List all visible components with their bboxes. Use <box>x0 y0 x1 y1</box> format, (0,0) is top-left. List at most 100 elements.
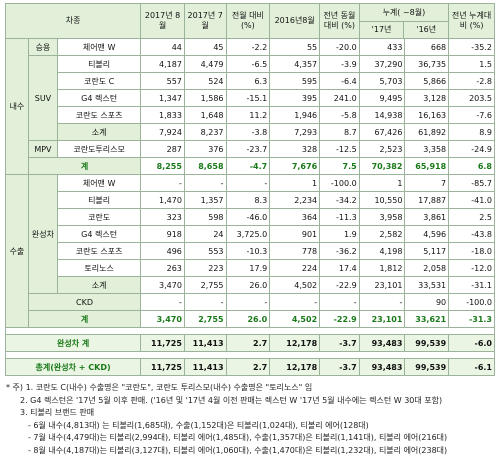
cell: 2.7 <box>225 358 271 376</box>
cell: 11,725 <box>140 358 185 376</box>
cell: 778 <box>269 242 321 260</box>
table-row: 코란도 스포츠 496 553 -10.3 778 -36.2 4,198 5,117 -18.… <box>6 242 495 260</box>
header-2017-7: 2017년 7월 <box>183 3 227 39</box>
cell: 364 <box>269 208 321 226</box>
cell: 2,582 <box>358 225 406 243</box>
cell: 67,426 <box>358 123 406 141</box>
table-row: 코란도 323 598 -46.0 364 -11.3 3,958 3,861 2.5 <box>6 208 495 226</box>
table-row: G4 렉스턴 918 24 3,725.0 901 1.9 2,582 4,596 -43.8 <box>6 225 495 243</box>
cell: 45 <box>183 38 227 56</box>
cell: -22.9 <box>319 276 360 294</box>
cell: 2,523 <box>358 140 406 158</box>
table-row: 토리노스 263 223 17.9 224 17.4 1,812 2,058 -12.0 <box>6 259 495 277</box>
cell: 3,358 <box>404 140 450 158</box>
footnotes: * 주) 1. 코란도 C(내수) 수출명은 "코란도", 코란도 투리스모(내… <box>6 382 500 457</box>
footnote-4: - 6월 내수(4,813대) 는 티볼리(1,685대), 수출(1,152대… <box>28 420 369 430</box>
table-row: 내수 승용 체어맨 W 44 45 -2.2 55 -20.0 433 668 -35.2 <box>5 38 495 175</box>
cell: 93,483 <box>358 334 406 352</box>
cell: 99,539 <box>404 334 450 352</box>
export-label: 수출 <box>5 174 29 328</box>
model-name: 티볼리 <box>56 55 142 73</box>
cell: -2.2 <box>225 38 271 56</box>
cell: 4,198 <box>358 242 406 260</box>
cell: - <box>183 293 227 311</box>
cell: 1,648 <box>183 106 227 124</box>
cell: -22.9 <box>319 310 360 328</box>
cell: 3,861 <box>404 208 450 226</box>
cell: 7,676 <box>269 157 321 175</box>
mpv-label: MPV <box>27 140 59 158</box>
grand-total-row: 총계(완성차 + CKD) 11,725 11,413 2.7 12,178 -… <box>4 358 495 376</box>
cell: 70,382 <box>358 157 406 175</box>
model-name: CKD <box>27 293 142 311</box>
spacer-row <box>5 327 495 335</box>
table-row: 티볼리 1,470 1,357 8.3 2,234 -34.2 10,550 17,887 -4… <box>6 191 495 209</box>
cell: 17.4 <box>319 259 360 277</box>
cell: 7.5 <box>319 157 360 175</box>
domestic-total-label: 계 <box>27 157 142 175</box>
export-total-row: 계 3,470 2,755 26.0 4,502 -22.9 23,101 33,621 -31… <box>6 310 495 328</box>
cell: 9,495 <box>358 89 406 107</box>
cell: -23.7 <box>225 140 271 158</box>
cell: 16,163 <box>404 106 450 124</box>
footnote-3: 3. 티볼리 브랜드 판매 <box>20 408 95 417</box>
header-mom: 전월 대비 (%) <box>225 3 271 39</box>
cell: 557 <box>140 72 185 90</box>
table-row: 코란도 C 557 524 6.3 595 -6.4 5,703 5,866 -2.8 <box>6 72 495 90</box>
cell: 12,178 <box>269 358 321 376</box>
cell: 433 <box>358 38 406 56</box>
cell: - <box>183 174 227 192</box>
complete-label: 완성차 <box>27 174 59 294</box>
cell: -46.0 <box>225 208 271 226</box>
cell: 1.9 <box>319 225 360 243</box>
cell: 901 <box>269 225 321 243</box>
cell: 37,290 <box>358 55 406 73</box>
cell: 26.0 <box>225 276 271 294</box>
cell: -31.3 <box>448 310 495 328</box>
model-name: G4 렉스턴 <box>56 225 142 243</box>
cell: 263 <box>140 259 185 277</box>
cell: 595 <box>269 72 321 90</box>
footnote-2: 2. G4 렉스턴은 '17년 5월 이후 판매. ('16년 및 '17년 4… <box>20 395 443 405</box>
cell: -43.8 <box>448 225 495 243</box>
cell: -6.4 <box>319 72 360 90</box>
header-cumulative: 누계( ~8월) '17년 '16년 <box>358 3 450 39</box>
table-row: 코란도 스포츠 1,833 1,648 11.2 1,946 -5.8 14,938 16,1… <box>6 106 495 124</box>
model-name: 코란도 스포츠 <box>56 242 142 260</box>
header-cum-yoy: 전년 누계대비 (%) <box>448 3 495 39</box>
cell: -34.2 <box>319 191 360 209</box>
header-yoy: 전년 동월대비 (%) <box>319 3 360 39</box>
cell: 4,596 <box>404 225 450 243</box>
model-name: 코란도 <box>56 208 142 226</box>
cell: 1,946 <box>269 106 321 124</box>
export-total-label: 계 <box>27 310 142 328</box>
domestic-label: 내수 <box>5 38 29 175</box>
cell: -100.0 <box>319 174 360 192</box>
cell: -20.0 <box>319 38 360 56</box>
cell: -3.9 <box>319 55 360 73</box>
cell: 4,357 <box>269 55 321 73</box>
cell: -10.3 <box>225 242 271 260</box>
cell: 11.2 <box>225 106 271 124</box>
cell: -7.6 <box>448 106 495 124</box>
cell: -36.2 <box>319 242 360 260</box>
model-name: 소계 <box>56 276 142 294</box>
cell: 203.5 <box>448 89 495 107</box>
model-name: 코란도 C <box>56 72 142 90</box>
cell: 11,413 <box>183 334 227 352</box>
cell: 1,586 <box>183 89 227 107</box>
cell: - <box>140 174 185 192</box>
car-label: 승용 <box>27 38 59 56</box>
table-row: 소계 7,924 8,237 -3.8 7,293 8.7 67,426 61,892 8.9 <box>6 123 495 141</box>
cell: -100.0 <box>448 293 495 311</box>
cell: 1,347 <box>140 89 185 107</box>
cell: 6.8 <box>448 157 495 175</box>
model-name: G4 렉스턴 <box>56 89 142 107</box>
cell: -3.7 <box>319 358 360 376</box>
table-row: G4 렉스턴 1,347 1,586 -15.1 395 241.0 9,495 3,128 2… <box>6 89 495 107</box>
cell: 8,255 <box>140 157 185 175</box>
model-name: 코란도 스포츠 <box>56 106 142 124</box>
cell: -2.8 <box>448 72 495 90</box>
cell: 12,178 <box>269 334 321 352</box>
cell: -6.5 <box>225 55 271 73</box>
